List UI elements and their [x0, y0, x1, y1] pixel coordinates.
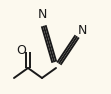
Text: N: N [77, 24, 87, 36]
Text: O: O [16, 44, 26, 56]
Text: N: N [37, 8, 47, 20]
